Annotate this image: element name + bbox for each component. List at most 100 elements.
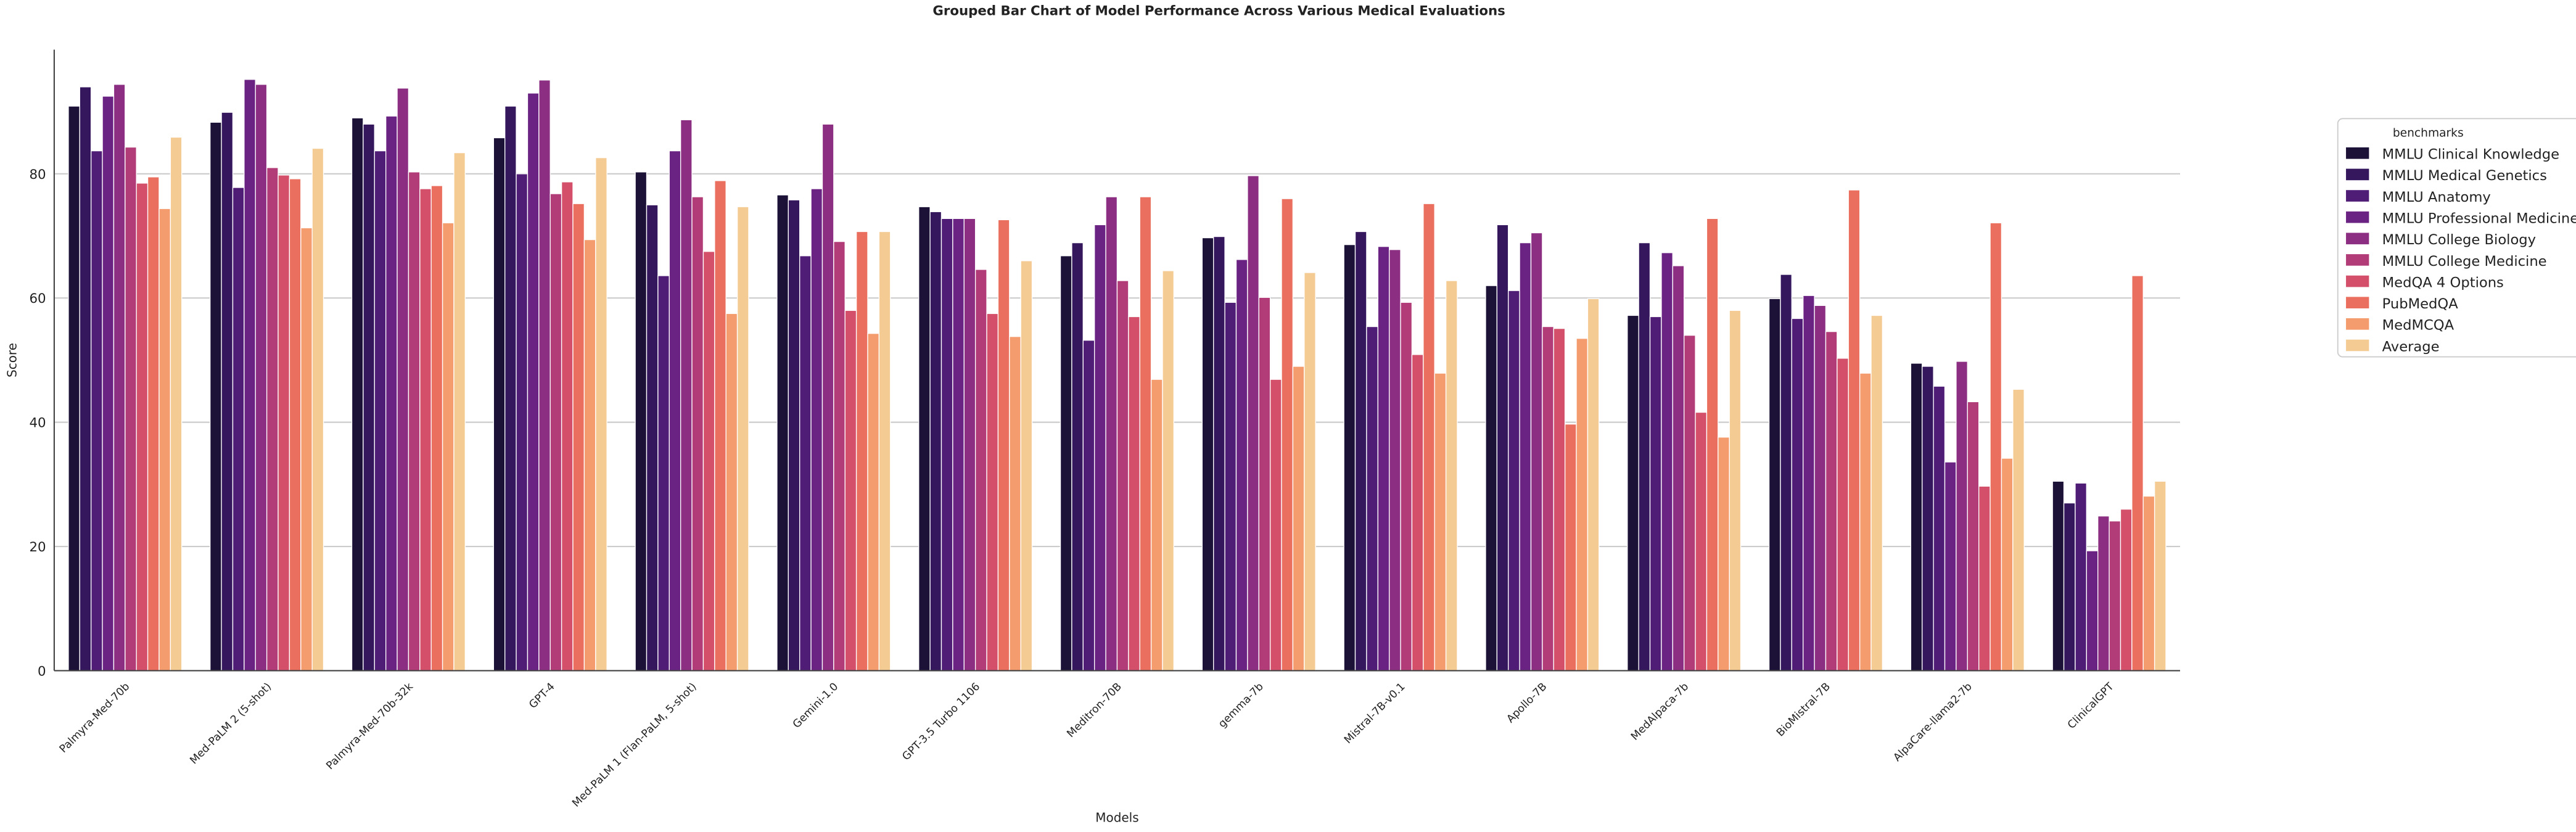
bar — [1269, 379, 1282, 672]
bar — [997, 219, 1010, 672]
x-tick-label: Apollo-7B — [1505, 680, 1550, 725]
bar — [725, 313, 738, 672]
x-tick-label: Palmyra-Med-70b — [57, 680, 133, 756]
bars — [68, 79, 2167, 672]
legend-label: PubMedQA — [2382, 296, 2459, 312]
bar — [1978, 485, 1991, 672]
bar — [1780, 274, 1792, 672]
y-tick-label: 40 — [29, 416, 46, 431]
bar — [1814, 305, 1827, 672]
bar — [929, 211, 942, 672]
legend-swatch — [2346, 275, 2369, 287]
bar — [821, 123, 834, 672]
bar — [1304, 272, 1316, 672]
bar — [2142, 495, 2155, 672]
bar — [1292, 366, 1305, 672]
legend-label: MedQA 4 Options — [2382, 274, 2504, 290]
bar — [940, 218, 953, 672]
bar — [1542, 326, 1554, 672]
bar — [442, 222, 455, 672]
bar — [736, 206, 749, 672]
bar — [1848, 189, 1861, 672]
bar — [1082, 340, 1095, 672]
x-tick-label: AlpaCare-llama2-7b — [1891, 680, 1974, 764]
bar — [1485, 285, 1498, 672]
bar — [974, 269, 987, 672]
bar — [221, 112, 234, 672]
x-axis-label: Models — [1095, 810, 1138, 825]
legend-swatch — [2346, 211, 2369, 223]
bar — [1423, 203, 1435, 672]
bar — [2012, 389, 2025, 672]
bar — [1354, 231, 1367, 672]
bar — [1729, 310, 1742, 672]
bar — [1649, 316, 1662, 672]
x-tick-label: GPT-3.5 Turbo 1106 — [900, 680, 982, 763]
bar — [1020, 260, 1033, 672]
x-tick-label: Med-PaLM 2 (5-shot) — [187, 680, 274, 767]
legend-swatch — [2346, 339, 2369, 352]
bar — [1990, 222, 2002, 672]
bar — [79, 86, 92, 672]
bar — [1684, 334, 1696, 672]
bar — [1496, 224, 1509, 672]
legend-box — [2337, 118, 2576, 358]
legend-title: benchmarks — [2393, 127, 2464, 140]
bar — [1213, 236, 1225, 672]
bar — [1150, 379, 1163, 672]
bar — [1343, 244, 1356, 672]
bar — [125, 146, 137, 672]
bar — [504, 105, 517, 672]
bar — [1553, 327, 1566, 672]
bar — [1201, 237, 1214, 672]
bar — [90, 150, 103, 672]
bar — [538, 80, 551, 672]
bar — [516, 173, 529, 672]
bar — [1859, 373, 1872, 672]
bar — [408, 171, 421, 672]
bar — [278, 175, 290, 672]
x-tick-label: ClinicalGPT — [2065, 680, 2117, 731]
bar — [1530, 232, 1543, 672]
chart-title: Grouped Bar Chart of Model Performance A… — [932, 4, 1505, 19]
legend-swatch — [2346, 254, 2369, 266]
bar — [1564, 423, 1577, 672]
bar — [1768, 298, 1781, 672]
legend-swatch — [2346, 297, 2369, 309]
bar — [1139, 196, 1152, 672]
bar — [986, 313, 999, 672]
bar — [1718, 437, 1730, 672]
bar — [702, 251, 715, 672]
bar — [878, 231, 891, 672]
bar — [669, 150, 681, 672]
x-tick-label: BioMistral-7B — [1774, 680, 1833, 739]
bar — [311, 147, 324, 672]
x-tick-label: Meditron-70B — [1064, 680, 1124, 740]
bar — [1791, 318, 1804, 672]
bar — [799, 255, 812, 672]
bar — [430, 185, 443, 672]
bar — [1870, 315, 1883, 672]
bar — [867, 332, 880, 672]
bar — [572, 203, 585, 672]
y-axis-label: Score — [5, 343, 20, 377]
bar — [2075, 482, 2087, 672]
bar — [1247, 175, 1259, 672]
bar — [1411, 354, 1424, 672]
bar — [363, 123, 375, 672]
bar — [147, 176, 160, 672]
bar — [2120, 508, 2133, 672]
legend-label: MedMCQA — [2382, 318, 2455, 334]
bar — [1116, 280, 1129, 672]
bar — [1803, 295, 1815, 672]
bar — [1576, 338, 1589, 672]
bar — [397, 88, 409, 672]
bar — [1672, 265, 1685, 672]
bar — [691, 196, 704, 672]
bar — [1009, 336, 1021, 672]
x-tick-label: Med-PaLM 1 (Flan-PaLM, 5-shot) — [570, 680, 699, 809]
bar — [1224, 302, 1237, 672]
bar — [1967, 401, 1980, 672]
bar — [68, 105, 80, 672]
bar — [2154, 480, 2167, 672]
